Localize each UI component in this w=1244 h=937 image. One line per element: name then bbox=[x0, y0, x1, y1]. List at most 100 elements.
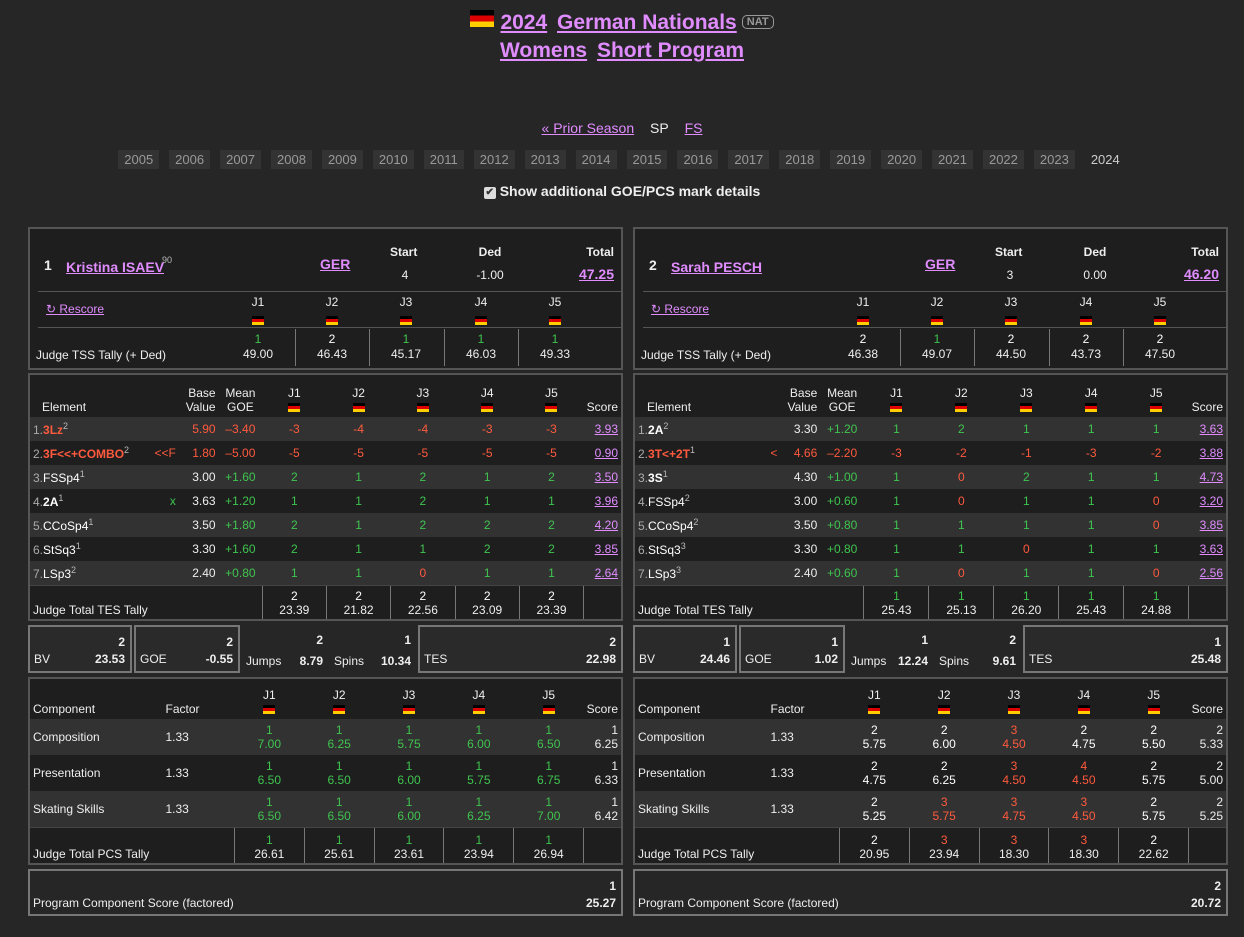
element-note: x bbox=[132, 489, 179, 513]
checkbox-checked-icon[interactable]: ✔ bbox=[483, 187, 496, 199]
year-2016[interactable]: 2016 bbox=[677, 150, 719, 169]
judge-goe: -3 bbox=[262, 417, 327, 441]
element-score-link[interactable]: 0.90 bbox=[583, 441, 621, 465]
judge-goe: -4 bbox=[326, 417, 391, 441]
tss-rank: 2 bbox=[1007, 332, 1015, 346]
category-link[interactable]: Womens bbox=[499, 39, 588, 62]
element-rank-sup: 3 bbox=[680, 541, 686, 551]
judge-goe: 1 bbox=[863, 489, 929, 513]
element-index: 5. bbox=[33, 519, 44, 533]
element-note bbox=[132, 537, 179, 561]
judge-2-header: J2 bbox=[937, 688, 951, 702]
element-row: 5.CCoSp41 3.50 +1.80 2 1 2 2 2 4.20 bbox=[30, 513, 621, 537]
element-score-link[interactable]: 3.96 bbox=[583, 489, 621, 513]
judge-goe: 1 bbox=[519, 561, 584, 585]
tss-rank: 2 bbox=[1082, 332, 1090, 346]
judge-goe: 1 bbox=[326, 513, 391, 537]
skater-header: 2 Sarah PESCH GER Start 3 Ded 0.00 Total 46.20 ↻ … bbox=[633, 227, 1228, 370]
event-link[interactable]: German Nationals bbox=[557, 11, 737, 34]
base-value: 4.30 bbox=[780, 465, 821, 489]
year-2019[interactable]: 2019 bbox=[830, 150, 872, 169]
pcs-rank: 1 bbox=[266, 759, 273, 773]
element-score-link[interactable]: 2.56 bbox=[1188, 561, 1226, 585]
year-2009[interactable]: 2009 bbox=[321, 150, 363, 169]
judge-flag-icon bbox=[263, 705, 276, 715]
year-2022[interactable]: 2022 bbox=[982, 150, 1024, 169]
year-2011[interactable]: 2011 bbox=[423, 150, 464, 169]
year-2007[interactable]: 2007 bbox=[220, 150, 262, 169]
element-score-link[interactable]: 3.88 bbox=[1188, 441, 1226, 465]
tes-rank: 1 bbox=[1152, 589, 1160, 603]
skater-column-1: 1 Kristina ISAEV 90 GER Start 4 Ded -1.00 Total 4… bbox=[28, 227, 623, 916]
pcs-mark: 5.75 bbox=[932, 808, 956, 823]
element-rank-sup: 1 bbox=[690, 445, 696, 455]
skater-name-link[interactable]: Sarah PESCH bbox=[671, 259, 763, 275]
year-2018[interactable]: 2018 bbox=[779, 150, 821, 169]
rescore-link[interactable]: ↻ Rescore bbox=[651, 302, 710, 316]
element-code: CCoSp4 bbox=[43, 519, 89, 533]
year-2013[interactable]: 2013 bbox=[524, 150, 566, 169]
tes-tally-label: Judge Total TES Tally bbox=[30, 584, 263, 619]
element-score-link[interactable]: 3.85 bbox=[583, 537, 621, 561]
base-value: 5.90 bbox=[178, 417, 219, 441]
year-2008[interactable]: 2008 bbox=[271, 150, 312, 169]
judge-flag-icon bbox=[326, 313, 338, 327]
base-value: 3.00 bbox=[178, 465, 219, 489]
tss-value: 47.50 bbox=[1144, 347, 1176, 361]
tes-rank: 1 bbox=[958, 589, 965, 603]
prior-season-link[interactable]: « Prior Season bbox=[541, 120, 635, 136]
segment-link[interactable]: Short Program bbox=[596, 39, 744, 62]
details-checkbox-row[interactable]: ✔ Show additional GOE/PCS mark details bbox=[0, 183, 1244, 199]
pcs-mark: 6.50 bbox=[257, 773, 282, 787]
pcs-rank: 2 bbox=[940, 759, 948, 773]
mean-goe: +0.80 bbox=[218, 561, 263, 585]
nation-link[interactable]: GER bbox=[925, 256, 956, 272]
year-2020[interactable]: 2020 bbox=[881, 150, 923, 169]
judge-flag-icon bbox=[1147, 705, 1160, 715]
element-score-link[interactable]: 3.20 bbox=[1188, 489, 1226, 513]
rescore-link[interactable]: ↻ Rescore bbox=[46, 302, 105, 316]
judge-goe: 2 bbox=[993, 465, 1059, 489]
skater-name-link[interactable]: Kristina ISAEV bbox=[66, 259, 165, 275]
year-2015[interactable]: 2015 bbox=[626, 150, 668, 169]
element-score-link[interactable]: 3.50 bbox=[583, 465, 621, 489]
element-code: StSq3 bbox=[648, 543, 681, 557]
element-score-link[interactable]: 3.85 bbox=[1188, 513, 1226, 537]
element-note bbox=[733, 465, 781, 489]
element-score-link[interactable]: 3.63 bbox=[1188, 417, 1226, 441]
year-2010[interactable]: 2010 bbox=[372, 150, 414, 169]
elements-panel: Element Base Value Mean GOE J1 J2 J3 J4 J5 Score 1.… bbox=[633, 373, 1228, 621]
element-index: 2. bbox=[33, 447, 44, 461]
element-score-link[interactable]: 4.73 bbox=[1188, 465, 1226, 489]
year-2006[interactable]: 2006 bbox=[169, 150, 211, 169]
pcs-rank: 3 bbox=[1080, 794, 1088, 809]
element-index: 4. bbox=[638, 495, 649, 509]
nation-link[interactable]: GER bbox=[320, 256, 351, 272]
base-value: 3.30 bbox=[178, 537, 219, 561]
fs-link[interactable]: FS bbox=[684, 120, 703, 136]
judge-goe: -5 bbox=[262, 441, 327, 465]
element-rank-sup: 2 bbox=[684, 493, 690, 503]
element-index: 7. bbox=[33, 566, 44, 581]
year-2005[interactable]: 2005 bbox=[118, 150, 160, 169]
year-2023[interactable]: 2023 bbox=[1033, 150, 1075, 169]
element-rank-sup: 1 bbox=[58, 493, 64, 503]
year-2017[interactable]: 2017 bbox=[728, 150, 770, 169]
element-score-link[interactable]: 2.64 bbox=[583, 561, 621, 585]
year-2012[interactable]: 2012 bbox=[473, 150, 515, 169]
element-score-link[interactable]: 4.20 bbox=[583, 513, 621, 537]
summary-row: 1 BV 24.46 1 GOE 1.02 1 Jumps 12.24 2 Spins 9.61 1 TE… bbox=[633, 625, 1228, 673]
year-link[interactable]: 2024 bbox=[500, 11, 548, 34]
element-score-link[interactable]: 3.93 bbox=[583, 417, 621, 441]
element-score-link[interactable]: 3.63 bbox=[1188, 537, 1226, 561]
pcs-mark: 5.25 bbox=[862, 808, 887, 823]
judge-flag-icon bbox=[1154, 313, 1166, 327]
tes-rank: 2 bbox=[548, 589, 555, 603]
year-2014[interactable]: 2014 bbox=[575, 150, 617, 169]
year-2021[interactable]: 2021 bbox=[932, 150, 973, 169]
goe-header: GOE bbox=[828, 400, 856, 414]
start-label: Start bbox=[390, 245, 418, 259]
total-score-link[interactable]: 47.25 bbox=[578, 266, 614, 282]
total-score-link[interactable]: 46.20 bbox=[1183, 266, 1219, 282]
bv-box: 1 BV 24.46 bbox=[633, 625, 737, 673]
